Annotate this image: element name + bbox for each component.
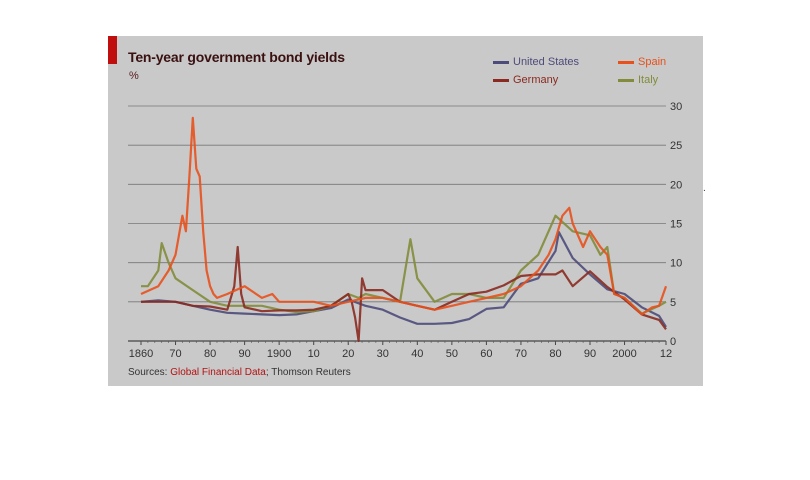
brand-tab [108,36,117,64]
sources-note: Sources: Global Financial Data; Thomson … [128,367,351,378]
y-tick-label: 25 [670,140,682,152]
y-unit-label: % [129,70,139,82]
legend-label: United States [513,56,580,68]
x-tick-label: 2000 [612,348,636,360]
edge-mark: . [703,183,706,194]
series-line-germany [141,245,667,343]
legend-label: Spain [638,56,667,68]
legend-swatch [493,78,509,82]
y-tick-label: 10 [670,258,682,270]
x-tick-label: 1860 [129,348,153,360]
y-tick-label: 30 [670,101,682,113]
x-tick-label: 60 [480,348,492,360]
x-tick-label: 10 [308,348,320,360]
sources-suffix: ; Thomson Reuters [265,367,351,378]
legend-item-italy: Italy [618,74,658,86]
x-tick-label: 70 [169,348,181,360]
legend-label: Germany [513,74,559,86]
legend-swatch [493,60,509,64]
y-tick-label: 5 [670,297,676,309]
x-tick-label: 20 [342,348,354,360]
chart-figure: 0 5 10 15 20 25 30 1860 70 80 90 1900 10 20 30 40 50 60 70… [108,36,703,386]
sources-link[interactable]: Global Financial Data [170,367,266,378]
legend-item-spain: Spain [618,56,666,68]
y-tick-label: 20 [670,179,682,191]
legend-swatch [618,60,634,64]
legend-item-united-states: United States [493,56,579,68]
x-tick-label: 50 [446,348,458,360]
legend-item-germany: Germany [493,74,558,86]
legend-label: Italy [638,74,659,86]
series-line-spain [140,116,668,316]
y-tick-label: 15 [670,219,682,231]
series-line-italy [141,214,667,315]
x-tick-label: 1900 [267,348,291,360]
x-tick-label: 40 [411,348,423,360]
x-tick-label: 12 [660,348,672,360]
x-tick-label: 70 [515,348,527,360]
sources-prefix: Sources: [128,367,168,378]
x-tick-label: 80 [204,348,216,360]
x-tick-label: 90 [238,348,250,360]
series-line-united-states [140,231,667,328]
x-tick-label: 30 [377,348,389,360]
chart-title: Ten-year government bond yields [128,49,345,65]
legend-swatch [618,78,634,82]
x-tick-label: 80 [549,348,561,360]
x-tick-label: 90 [584,348,596,360]
y-tick-label: 0 [670,336,676,348]
chart-plot: 0 5 10 15 20 25 30 1860 70 80 90 1900 10 20 30 40 50 60 70… [128,101,682,360]
